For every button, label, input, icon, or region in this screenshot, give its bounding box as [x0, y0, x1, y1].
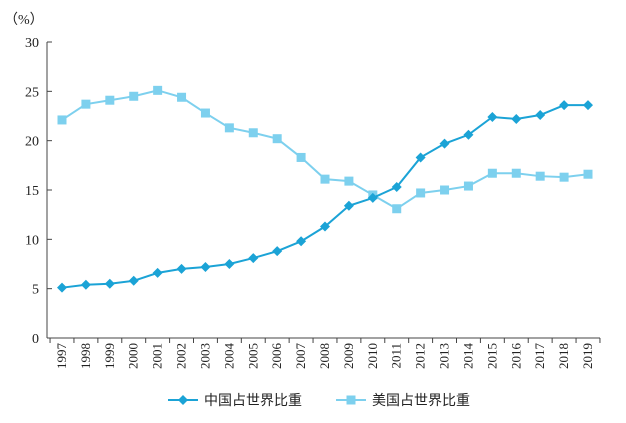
x-tick-label: 2011: [389, 343, 404, 369]
data-point: [224, 259, 235, 269]
x-tick-label: 2015: [484, 343, 499, 369]
x-tick-label: 2018: [556, 343, 571, 369]
data-point: [583, 100, 593, 111]
y-tick-label: 30: [25, 36, 39, 51]
legend-label: 美国占世界比重: [372, 393, 470, 409]
data-point: [559, 172, 569, 182]
x-tick-label: 1997: [54, 343, 69, 370]
data-point: [80, 279, 91, 290]
data-point: [224, 123, 234, 133]
legend-item-usa: 美国占世界比重: [336, 393, 470, 409]
legend-marker: [178, 395, 188, 405]
x-tick-label: 2009: [341, 343, 356, 369]
data-point: [320, 221, 330, 232]
data-point: [200, 261, 211, 272]
x-tick-label: 2010: [365, 343, 380, 369]
data-point: [176, 263, 187, 274]
data-point: [535, 171, 545, 181]
data-point: [439, 138, 450, 149]
x-tick-label: 2007: [293, 343, 308, 370]
x-tick-label: 2005: [245, 343, 260, 369]
data-point: [487, 168, 497, 178]
data-point: [177, 92, 187, 102]
data-point: [272, 246, 283, 257]
data-point: [320, 174, 330, 184]
data-point: [129, 91, 139, 101]
data-point: [248, 253, 259, 264]
data-point: [392, 204, 402, 214]
y-tick-label: 0: [32, 332, 39, 347]
x-tick-label: 2001: [150, 343, 165, 369]
x-tick-label: 1998: [78, 343, 93, 369]
data-point: [57, 115, 67, 125]
data-point: [153, 85, 163, 95]
data-point: [440, 185, 450, 195]
x-tick-label: 2000: [126, 343, 141, 369]
data-point: [296, 152, 306, 162]
data-point: [296, 236, 307, 247]
data-point: [583, 169, 593, 179]
data-point: [128, 275, 139, 286]
y-tick-label: 25: [25, 85, 39, 100]
y-tick-label: 20: [25, 135, 39, 150]
x-tick-label: 1999: [102, 343, 117, 369]
data-point: [487, 111, 498, 122]
x-tick-label: 2002: [174, 343, 189, 369]
y-tick-label: 15: [25, 184, 39, 199]
x-tick-label: 2012: [413, 343, 428, 369]
data-point: [248, 128, 258, 138]
legend: 中国占世界比重 美国占世界比重: [168, 393, 470, 409]
x-tick-label: 2013: [437, 343, 452, 369]
data-point: [105, 95, 115, 105]
x-tick-label: 2019: [580, 343, 595, 369]
x-tick-label: 2006: [269, 343, 284, 370]
data-point: [57, 282, 67, 293]
y-tick-label: 5: [32, 283, 39, 298]
x-tick-label: 2017: [532, 343, 547, 370]
data-point: [152, 267, 163, 278]
x-tick-label: 2014: [460, 343, 475, 370]
data-point: [511, 113, 522, 124]
data-point: [367, 192, 378, 203]
data-point: [559, 100, 570, 111]
data-point: [272, 134, 282, 144]
y-tick-label: 10: [25, 233, 39, 248]
x-tick-label: 2004: [221, 343, 236, 370]
y-axis-unit-label: （%）: [4, 12, 44, 28]
series-layer: [57, 85, 593, 293]
legend-item-china: 中国占世界比重: [168, 393, 302, 409]
axes: 0 5 10 15 20 25 30 1997 1998 1999 2000 2001 2002 2003…: [25, 36, 601, 370]
data-point: [104, 278, 115, 289]
data-point: [511, 168, 521, 178]
data-point: [81, 99, 91, 109]
data-point: [344, 176, 354, 186]
data-point: [200, 108, 210, 118]
x-tick-label: 2008: [317, 343, 332, 369]
data-point: [415, 152, 426, 163]
x-tick-label: 2003: [197, 343, 212, 369]
series-china: [57, 100, 593, 293]
data-point: [463, 129, 474, 140]
data-point: [416, 188, 426, 198]
x-tick-label: 2016: [508, 343, 523, 370]
data-point: [343, 200, 354, 211]
data-point: [463, 181, 473, 191]
series-line: [61, 89, 589, 210]
data-point: [391, 182, 402, 193]
legend-label: 中国占世界比重: [204, 393, 302, 409]
series-usa: [57, 85, 593, 214]
legend-marker: [346, 395, 356, 405]
series-line: [61, 104, 588, 289]
data-point: [535, 110, 546, 121]
